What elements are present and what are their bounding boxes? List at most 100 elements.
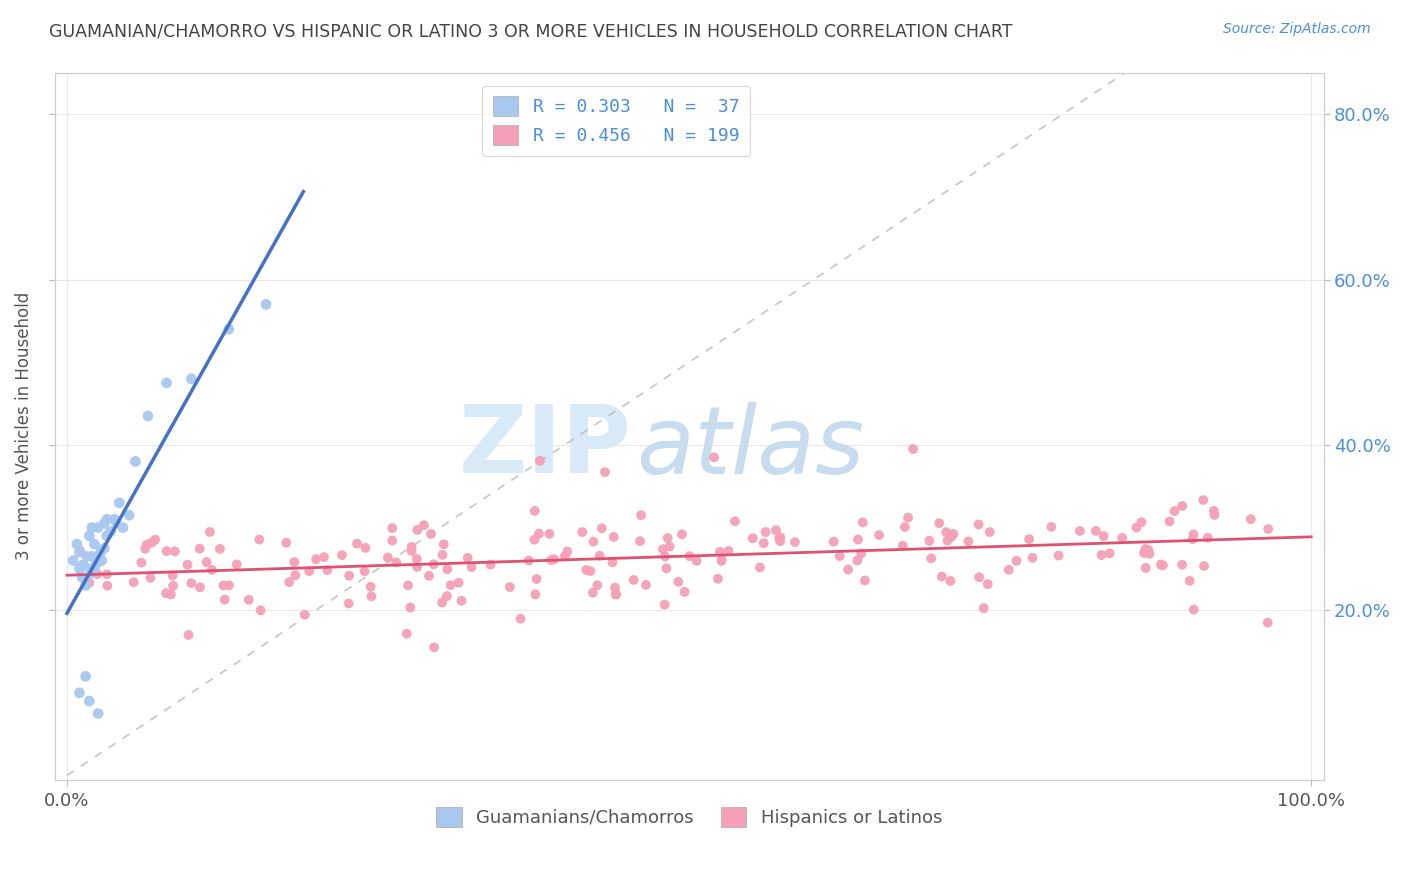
Point — [396, 578, 419, 592]
Point — [162, 568, 184, 582]
Point — [83, 562, 105, 576]
Point — [399, 600, 422, 615]
Point — [1135, 541, 1157, 556]
Point — [294, 607, 316, 622]
Point — [87, 549, 110, 564]
Text: Source: ZipAtlas.com: Source: ZipAtlas.com — [1223, 22, 1371, 37]
Point — [979, 524, 1001, 539]
Point — [79, 694, 101, 708]
Point — [1181, 532, 1204, 546]
Point — [96, 512, 118, 526]
Point — [967, 517, 990, 532]
Point — [591, 521, 613, 535]
Point — [582, 586, 605, 600]
Point — [100, 524, 122, 539]
Point — [1069, 524, 1091, 538]
Point — [218, 322, 240, 336]
Point — [214, 592, 236, 607]
Point — [1197, 531, 1219, 545]
Point — [717, 544, 740, 558]
Point — [80, 549, 103, 564]
Point — [582, 534, 605, 549]
Point — [942, 527, 965, 541]
Point — [346, 537, 368, 551]
Point — [69, 544, 91, 558]
Point — [575, 563, 598, 577]
Point — [75, 669, 97, 683]
Point — [413, 518, 436, 533]
Point — [134, 541, 156, 556]
Point — [188, 580, 211, 594]
Point — [276, 535, 298, 549]
Point — [385, 555, 408, 569]
Point — [710, 552, 733, 566]
Point — [354, 541, 377, 555]
Point — [436, 562, 458, 576]
Point — [894, 520, 917, 534]
Point — [1202, 504, 1225, 518]
Point — [79, 562, 101, 576]
Point — [136, 409, 159, 423]
Point — [765, 523, 787, 537]
Point — [651, 542, 673, 557]
Point — [208, 541, 231, 556]
Point — [111, 520, 134, 534]
Point — [72, 558, 94, 572]
Point — [571, 524, 593, 539]
Point — [360, 580, 382, 594]
Point — [1182, 602, 1205, 616]
Point — [180, 372, 202, 386]
Point — [198, 524, 221, 539]
Point — [212, 578, 235, 592]
Point — [418, 569, 440, 583]
Point — [557, 544, 579, 558]
Point — [538, 527, 561, 541]
Point — [673, 584, 696, 599]
Point — [1092, 529, 1115, 543]
Point — [83, 537, 105, 551]
Point — [423, 640, 446, 655]
Point — [66, 537, 89, 551]
Point — [67, 686, 90, 700]
Point — [1192, 558, 1215, 573]
Point — [935, 525, 957, 540]
Point — [395, 626, 418, 640]
Point — [155, 586, 177, 600]
Point — [554, 549, 576, 563]
Point — [523, 504, 546, 518]
Point — [931, 569, 953, 583]
Point — [406, 523, 429, 537]
Y-axis label: 3 or more Vehicles in Household: 3 or more Vehicles in Household — [15, 293, 32, 560]
Point — [433, 537, 456, 551]
Point — [284, 568, 307, 582]
Point — [432, 548, 454, 562]
Point — [283, 555, 305, 569]
Point — [920, 551, 942, 566]
Point — [901, 442, 924, 456]
Point — [238, 592, 260, 607]
Point — [79, 575, 101, 590]
Text: atlas: atlas — [636, 402, 865, 493]
Point — [768, 532, 790, 546]
Point — [430, 596, 453, 610]
Point — [195, 555, 218, 569]
Point — [75, 578, 97, 592]
Point — [823, 534, 845, 549]
Point — [1240, 512, 1263, 526]
Point — [247, 533, 270, 547]
Point — [1182, 527, 1205, 541]
Point — [1257, 615, 1279, 630]
Point — [1098, 546, 1121, 560]
Point — [80, 566, 103, 580]
Point — [86, 567, 108, 582]
Point — [523, 533, 546, 547]
Point — [401, 544, 423, 558]
Point — [586, 578, 609, 592]
Point — [450, 594, 472, 608]
Point — [316, 563, 339, 577]
Point — [526, 572, 548, 586]
Point — [422, 558, 444, 572]
Point — [973, 601, 995, 615]
Point — [654, 549, 676, 564]
Point — [769, 534, 792, 549]
